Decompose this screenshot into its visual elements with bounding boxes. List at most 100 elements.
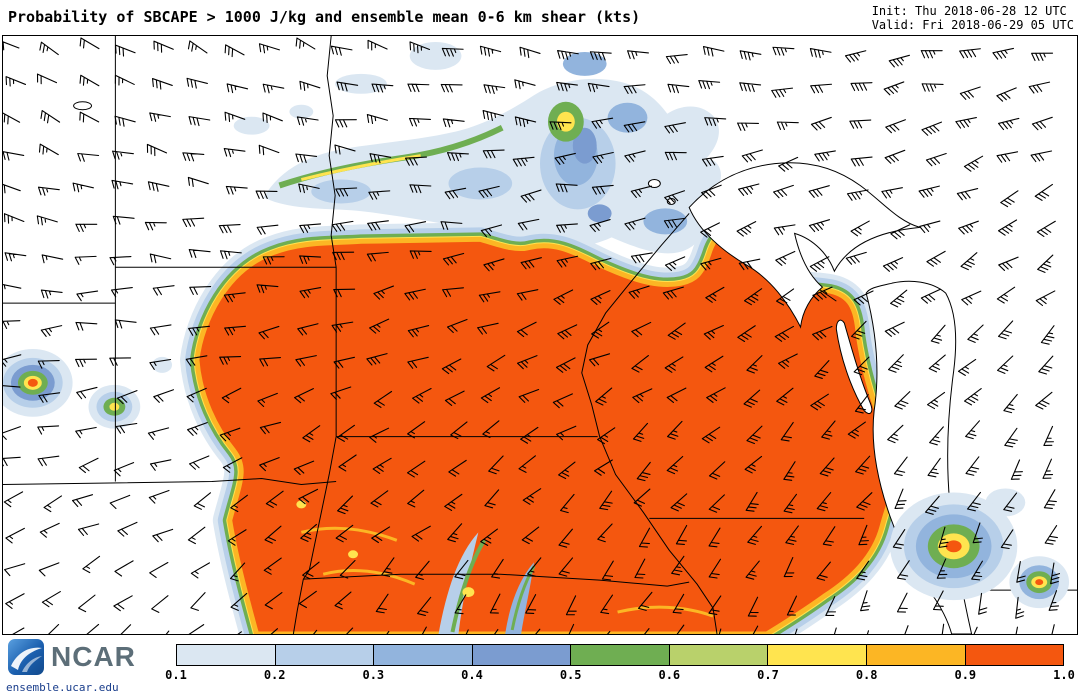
wind-barb [259,421,282,435]
probability-patch [152,356,173,373]
colorbar-tick-label: 0.9 [954,668,977,682]
wind-barb [454,559,469,580]
wind-barb [557,50,579,60]
wind-barb [264,591,283,610]
wind-barb [409,184,432,194]
colorbar-segment [669,645,769,665]
wind-barb [447,523,463,543]
wind-barb [185,355,208,367]
wind-barb [589,219,611,233]
wind-barb [189,286,212,295]
wind-barb [4,252,27,262]
wind-barb [633,488,651,507]
wind-barb [79,37,100,50]
wind-barb [814,360,830,380]
wind-barb [336,81,359,92]
colorbar-segment [866,645,966,665]
wind-barb [963,387,982,406]
wind-barb [230,592,248,611]
wind-barb [998,256,1019,271]
wind-barb [37,186,60,196]
green-bay [835,319,873,414]
wind-barb [517,218,540,231]
wind-barb [224,44,245,58]
wind-barb [299,80,321,91]
wind-barb [810,393,829,411]
wind-barb [298,590,317,609]
wind-barb [219,427,241,442]
wind-barb [1048,590,1060,611]
wind-barb [856,492,873,511]
wind-barb [809,48,832,59]
wind-barb [43,495,63,513]
wind-barb [408,117,431,127]
wind-barb [482,420,500,439]
wind-barb [745,560,760,580]
wind-barb [773,224,796,236]
wind-barb [182,217,205,228]
wind-barb [676,624,685,634]
wind-barb [149,358,172,370]
wind-barb [921,121,943,136]
wind-barb [75,358,98,368]
wind-barb [165,630,170,634]
wind-barb [520,189,542,203]
wind-barb [845,251,867,265]
wind-barb [444,390,465,407]
wind-barb [1042,458,1054,479]
wind-barb [77,523,100,536]
wind-barb [965,456,980,476]
wind-barb [109,256,132,266]
header: Probability of SBCAPE > 1000 J/kg and en… [0,0,1080,35]
wind-barb [631,354,649,373]
wind-barb [187,176,209,188]
wind-barb [967,324,984,343]
wind-barb [77,152,100,162]
wind-barb [225,185,248,195]
wind-barb [664,356,684,373]
wind-barb [904,625,909,634]
wind-barb [1034,183,1053,201]
wind-barb [115,44,136,57]
wind-barb [739,50,762,61]
wind-barb [218,224,241,234]
wind-barb [415,560,430,580]
wind-barb [114,74,135,86]
wind-barb [588,353,611,367]
wind-barb [565,595,577,616]
wind-barb [299,255,322,265]
colorbar-tick-label: 0.6 [658,668,681,682]
wind-barb [367,220,389,231]
wind-barb [371,526,391,544]
wind-barb [667,420,683,440]
wind-barb [705,286,725,303]
wind-barb [1016,560,1026,583]
wind-barb [188,116,211,127]
wind-barb [219,250,242,260]
wind-barb [79,74,100,87]
wind-barb [369,427,390,443]
wind-barb [1031,116,1053,131]
wind-barb [219,355,242,365]
wind-barb [746,425,763,445]
wind-barb [405,156,427,166]
wind-barb [600,594,614,615]
wind-barb [229,562,246,582]
wind-barb [109,494,131,510]
wind-barb [708,558,722,579]
wind-barb [597,427,616,445]
wind-barb [858,524,869,546]
wind-barb [738,183,760,196]
wind-barb [36,73,58,85]
probability-patch [607,102,648,133]
wind-barb [407,421,426,439]
wind-barb [959,48,981,59]
wind-barb [294,388,314,404]
wind-barb [854,394,869,414]
wind-barb [114,560,134,577]
wind-barb [369,318,390,334]
wind-barb [744,288,763,306]
wind-barb [883,81,905,96]
colorbar-segment [177,645,276,665]
wind-barb [996,87,1017,102]
